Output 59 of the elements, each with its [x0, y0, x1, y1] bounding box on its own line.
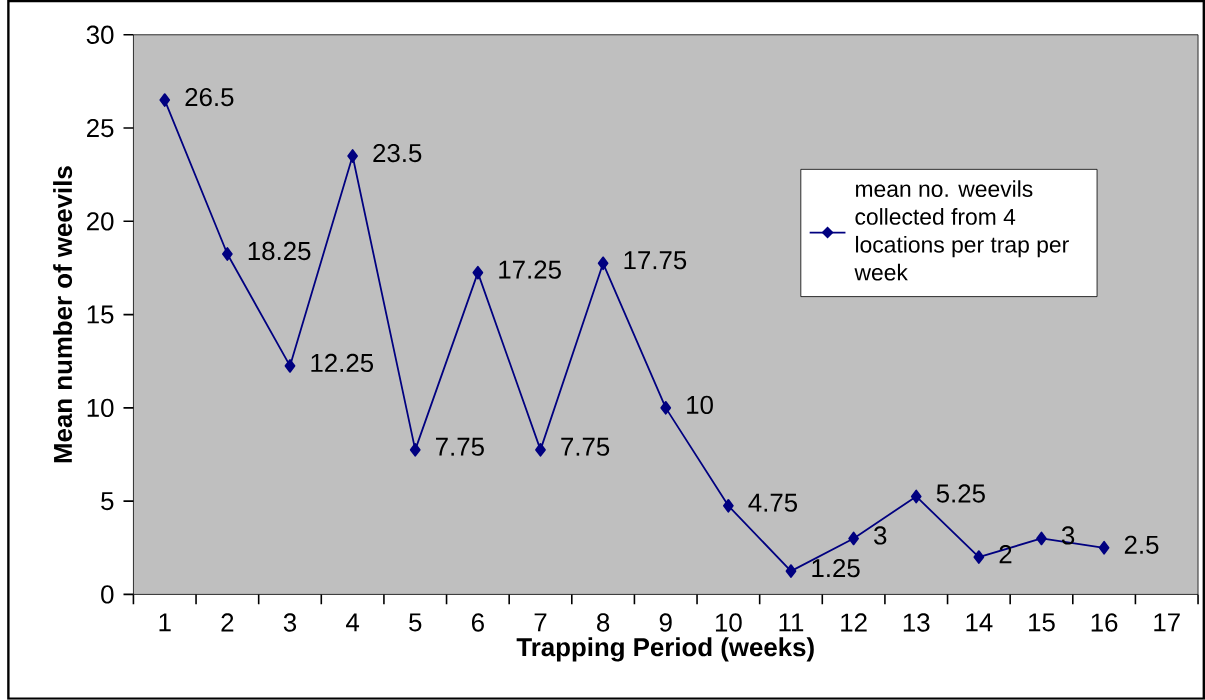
x-axis-title: Trapping Period (weeks): [516, 637, 814, 662]
x-tick-label: 17: [1154, 613, 1180, 632]
x-tick-label: 10: [715, 613, 742, 632]
data-label: 12.25: [311, 353, 374, 373]
point: [1036, 531, 1047, 546]
data-label: 2: [999, 545, 1012, 564]
x-tick-label: 16: [1091, 613, 1118, 632]
y-tick-label: 15: [87, 305, 114, 324]
x-tick-label: 5: [409, 613, 422, 632]
x-tick-label: 7: [534, 613, 547, 632]
point: [1098, 541, 1110, 555]
data-label: 1.25: [812, 559, 860, 578]
y-tick-label: 20: [87, 212, 114, 231]
data-label: 17.25: [499, 260, 561, 279]
point: [785, 564, 797, 579]
point: [722, 499, 734, 513]
x-tick-label: 9: [659, 613, 672, 632]
x-tick-label: 14: [966, 613, 993, 632]
y-tick-label: 25: [87, 119, 114, 138]
y-tick-label: 10: [87, 398, 114, 418]
y-tick-label: 5: [101, 492, 114, 511]
x-tick-label: 11: [779, 613, 804, 632]
data-label: 2.5: [1124, 535, 1159, 555]
point: [660, 401, 672, 415]
point: [535, 443, 546, 457]
x-tick-label: 6: [471, 613, 484, 632]
point: [347, 149, 358, 164]
point: [222, 247, 233, 261]
point: [284, 359, 296, 373]
point: [848, 531, 859, 546]
data-label: 23.5: [373, 144, 422, 163]
point: [973, 550, 985, 565]
data-label: 26.5: [185, 88, 234, 107]
point: [910, 489, 922, 504]
x-tick-label: 1: [159, 613, 171, 632]
legend-label: mean no. weevils collected from 4 locations per trap per week: [854, 180, 1069, 281]
data-label: 18.25: [248, 241, 311, 261]
x-tick-label: 8: [597, 613, 610, 632]
point: [597, 256, 609, 271]
x-tick-label: 3: [283, 613, 297, 632]
point: [409, 443, 421, 457]
data-label: 10: [687, 395, 713, 415]
point: [472, 265, 484, 280]
data-label: 3: [874, 526, 887, 545]
x-tick-label: 15: [1029, 613, 1055, 632]
data-label: 7.75: [561, 437, 610, 456]
x-tick-label: 12: [841, 613, 867, 632]
y-tick-label: 30: [86, 25, 114, 45]
data-label: 17.75: [624, 251, 687, 270]
x-tick-label: 4: [346, 613, 360, 632]
y-axis-title: Mean number of weevils: [53, 166, 73, 463]
data-label: 4.75: [748, 493, 798, 512]
point: [159, 93, 171, 108]
x-tick-label: 13: [903, 613, 930, 632]
x-tick-label: 2: [221, 613, 234, 632]
data-label: 7.75: [436, 437, 484, 456]
data-label: 5.25: [936, 484, 985, 503]
y-tick-label: 0: [101, 585, 114, 604]
data-label: 3: [1061, 526, 1075, 545]
